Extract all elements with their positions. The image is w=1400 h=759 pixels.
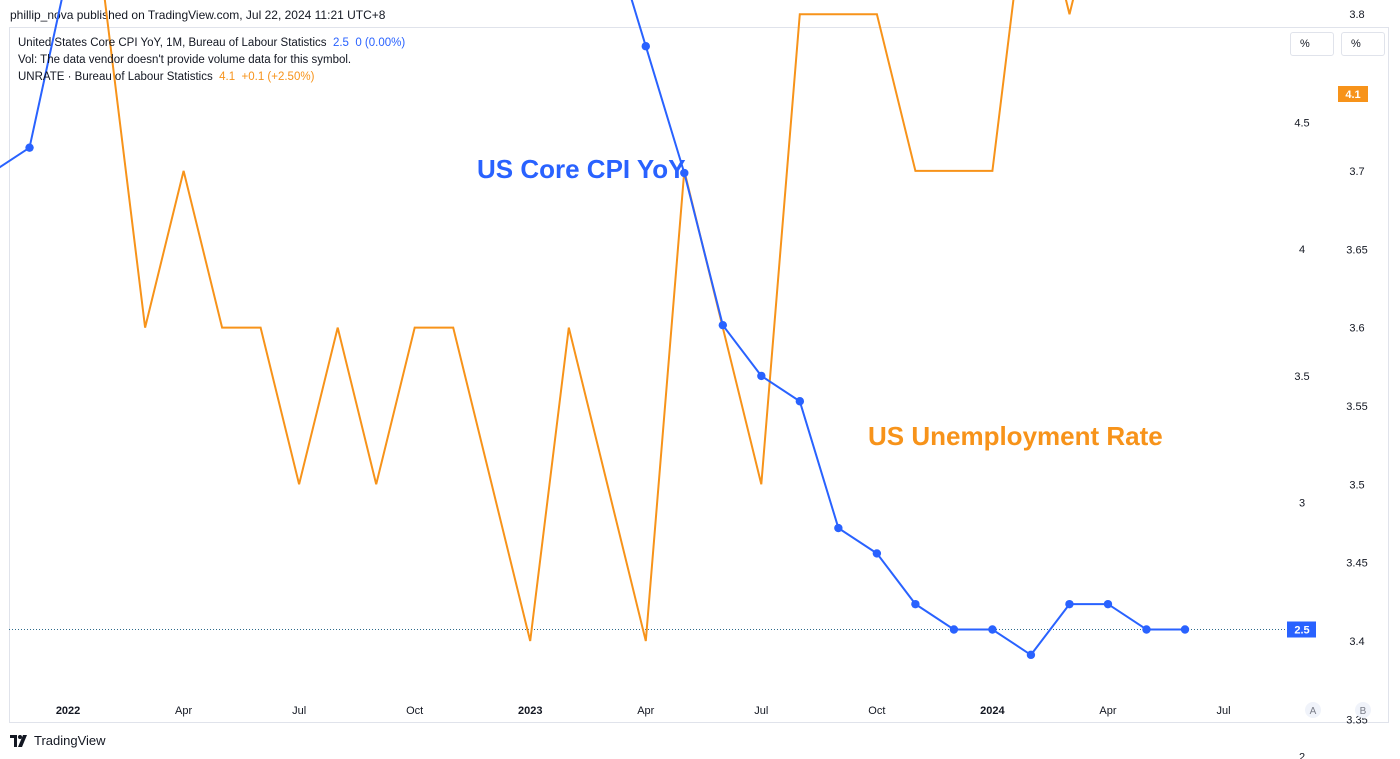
axis-mode-label: B bbox=[1360, 706, 1367, 717]
left-scale-percent-button[interactable]: % bbox=[1290, 32, 1334, 56]
cpi-point bbox=[1180, 625, 1190, 634]
time-axis-tick-label: 2023 bbox=[518, 705, 542, 717]
axis-mode-label: A bbox=[1310, 706, 1317, 717]
cpi-point bbox=[718, 320, 728, 330]
cpi-series-layer bbox=[0, 0, 1190, 660]
right-scale-tick-label: 3.7 bbox=[1349, 166, 1364, 178]
legend-volume-note: Vol: The data vendor doesn't provide vol… bbox=[18, 54, 352, 66]
right-scale-tick-label: 3.6 bbox=[1349, 323, 1364, 335]
legend-cpi-label: United States Core CPI YoY, 1M, Bureau o… bbox=[18, 37, 327, 49]
cpi-last-value-badge bbox=[1287, 621, 1316, 638]
time-axis-tick-label: Jul bbox=[292, 705, 306, 717]
time-axis-tick-label: Apr bbox=[175, 705, 192, 717]
cpi-point bbox=[872, 549, 882, 558]
cpi-point bbox=[757, 371, 766, 381]
cpi-point bbox=[834, 523, 843, 533]
cpi-point bbox=[1103, 599, 1113, 609]
cpi-point bbox=[25, 143, 34, 152]
legend-row-cpi[interactable]: United States Core CPI YoY, 1M, Bureau o… bbox=[18, 35, 405, 52]
cpi-series-line bbox=[0, 0, 1185, 657]
unemployment-last-value-badge bbox=[1338, 86, 1368, 102]
time-axis-tick-label: Apr bbox=[637, 705, 654, 717]
time-axis-tick-label: Apr bbox=[1099, 705, 1116, 717]
time-axis-tick-label: Jul bbox=[1216, 705, 1230, 717]
time-axis-tick-label: Oct bbox=[406, 705, 423, 717]
cpi-point bbox=[988, 625, 997, 634]
left-scale-tick-label: 4 bbox=[1299, 244, 1305, 256]
time-axis-tick-label: Jul bbox=[754, 705, 768, 717]
right-scale-tick-label: 3.4 bbox=[1349, 636, 1364, 648]
time-axis-tick-label: Oct bbox=[868, 705, 885, 717]
time-axis-tick-label: 2022 bbox=[56, 705, 80, 717]
legend-ur-change: +0.1 (+2.50%) bbox=[241, 71, 315, 83]
right-scale-tick-label: 3.55 bbox=[1346, 401, 1367, 413]
legend-cpi-change: 0 (0.00%) bbox=[355, 37, 406, 49]
left-scale-tick-label: 3 bbox=[1299, 498, 1305, 510]
footer-brand[interactable]: TradingView bbox=[34, 733, 106, 748]
unemployment-series-layer bbox=[103, 0, 1075, 642]
axis-mode-button-a bbox=[1305, 702, 1321, 718]
right-scale-tick-label: 3.8 bbox=[1349, 9, 1364, 21]
cpi-point bbox=[1026, 650, 1036, 660]
axis-mode-button-b bbox=[1355, 702, 1371, 718]
axes-layer: 22.533.544.555.566.53.353.43.453.53.553.… bbox=[9, 0, 1371, 759]
right-scale-tick-label: 3.65 bbox=[1346, 244, 1367, 256]
cpi-point bbox=[795, 397, 805, 406]
chart-legend: United States Core CPI YoY, 1M, Bureau o… bbox=[18, 35, 405, 86]
unemployment-series-line bbox=[103, 0, 1075, 642]
legend-ur-label: UNRATE · Bureau of Labour Statistics bbox=[18, 71, 213, 83]
footer: TradingView bbox=[10, 733, 106, 748]
right-scale-tick-label: 3.45 bbox=[1346, 558, 1367, 570]
legend-cpi-value: 2.5 bbox=[332, 37, 349, 49]
left-scale-tick-label: 2 bbox=[1299, 751, 1305, 759]
cpi-point bbox=[680, 168, 689, 178]
left-scale-tick-label: 3.5 bbox=[1294, 371, 1309, 383]
tradingview-logo-icon bbox=[10, 734, 27, 747]
cpi-point bbox=[1142, 625, 1151, 634]
right-scale-percent-button[interactable]: % bbox=[1341, 32, 1385, 56]
right-scale-tick-label: 3.5 bbox=[1349, 479, 1364, 491]
cpi-point bbox=[1065, 599, 1074, 609]
annotation-layer: US Core CPI YoY US Unemployment Rate bbox=[477, 154, 1163, 451]
cpi-annotation-label: US Core CPI YoY bbox=[477, 154, 686, 184]
cpi-last-value-label: 2.5 bbox=[1294, 625, 1309, 637]
cpi-point bbox=[949, 625, 959, 634]
legend-row-volume: Vol: The data vendor doesn't provide vol… bbox=[18, 52, 405, 69]
unemployment-annotation-label: US Unemployment Rate bbox=[868, 421, 1163, 451]
legend-ur-value: 4.1 bbox=[219, 71, 236, 83]
cpi-point bbox=[641, 42, 650, 51]
unemployment-last-value-label: 4.1 bbox=[1345, 89, 1360, 101]
time-axis-tick-label: 2024 bbox=[980, 705, 1005, 717]
left-scale-tick-label: 4.5 bbox=[1294, 117, 1309, 129]
left-scale-tick-label: 5 bbox=[1299, 0, 1305, 3]
published-info: phillip_nova published on TradingView.co… bbox=[10, 8, 386, 22]
legend-row-unemployment[interactable]: UNRATE · Bureau of Labour Statistics 4.1… bbox=[18, 69, 405, 86]
chart-frame[interactable] bbox=[9, 27, 1389, 723]
cpi-point bbox=[911, 599, 920, 609]
